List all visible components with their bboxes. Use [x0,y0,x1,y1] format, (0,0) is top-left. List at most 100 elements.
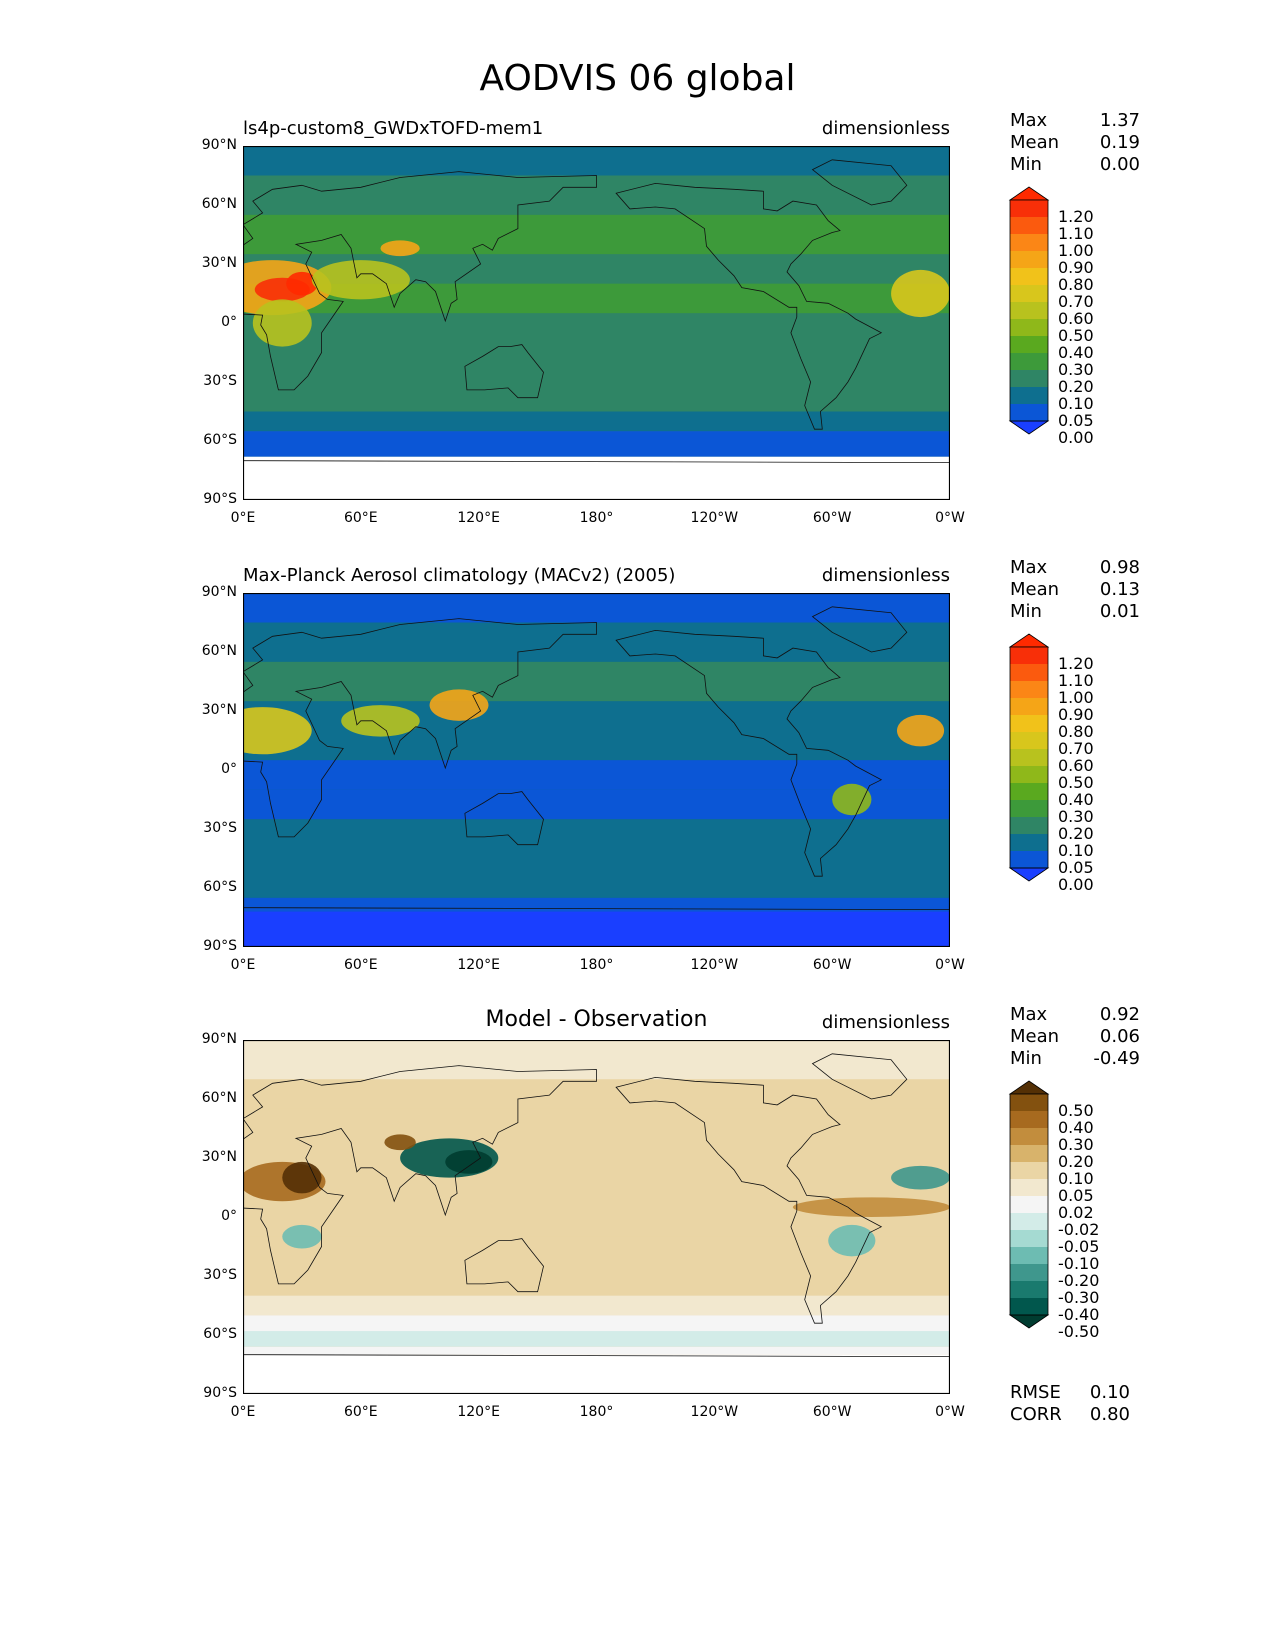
y-tick-label: 90°S [203,1385,237,1401]
stats-block: Max 1.37 Mean 0.19 Min 0.00 [1010,110,1140,176]
colorbar-extend-max [1008,633,1050,648]
colorbar-segment [1010,732,1048,749]
x-tick-label: 0°E [230,510,256,526]
colorbar-tick-label: 1.00 [1058,241,1094,260]
stat-row: Max 1.37 [1010,110,1140,132]
colorbar-tick-label: -0.10 [1058,1254,1100,1273]
latitude-band [243,760,950,790]
colorbar-segment [1010,783,1048,800]
colorbar-tick-label: 0.30 [1058,1135,1094,1154]
x-tick-label: 60°E [343,510,378,526]
latitude-band [243,146,950,176]
coastline [464,791,544,846]
colorbar-tick-label: 0.40 [1058,1118,1094,1137]
latitude-band [243,1315,950,1335]
panel-title: Model - Observation [485,1007,708,1032]
colorbar [1008,186,1050,435]
aerosol-feature [832,783,872,816]
y-tick-label: 0° [221,1208,237,1224]
stat-value: 1.37 [1099,110,1140,131]
colorbar-segment [1010,1145,1048,1162]
stat-label: Min [1010,601,1042,622]
colorbar-frame [1009,646,1049,869]
y-tick-label: 30°S [203,373,237,389]
y-tick-label: 60°S [203,432,237,448]
colorbar-segment [1010,353,1048,370]
colorbar-segment [1010,851,1048,868]
aerosol-feature [252,299,312,347]
colorbar-tick-label: 0.40 [1058,343,1094,362]
aerosol-feature [380,240,420,257]
colorbar-segment [1010,387,1048,404]
stat-value: 0.00 [1099,154,1140,175]
map-frame [243,146,950,500]
x-tick-label: 0°W [935,510,965,526]
stat-row: Min 0.00 [1010,154,1140,176]
coastline [811,159,908,206]
stat-label: Max [1010,110,1048,131]
colorbar-segment [1010,404,1048,421]
colorbar-tick-label: 0.80 [1058,722,1094,741]
colorbar-segment [1010,268,1048,285]
metric-label: RMSE [1010,1382,1061,1403]
panel-title: ls4p-custom8_GWDxTOFD-mem1 [243,118,544,139]
colorbar-tick-label: 1.20 [1058,207,1094,226]
x-tick-label: 60°E [343,957,378,973]
colorbar-tick-label: 1.10 [1058,671,1094,690]
stat-row: Mean 0.19 [1010,132,1140,154]
y-tick-label: 0° [221,761,237,777]
coastline [243,1065,597,1285]
coastline [615,629,883,877]
y-tick-label: 30°S [203,1267,237,1283]
metric-row: RMSE 0.10 [1010,1382,1130,1404]
x-tick-label: 0°W [935,1404,965,1420]
colorbar-segment [1010,1179,1048,1196]
latitude-band [243,789,950,820]
colorbar-tick-label: 1.00 [1058,688,1094,707]
colorbar-segment [1010,1230,1048,1247]
colorbar-tick-label: 0.60 [1058,756,1094,775]
stats-block: Max 0.98 Mean 0.13 Min 0.01 [1010,557,1140,623]
stat-label: Mean [1010,579,1060,600]
coastline [243,618,597,838]
colorbar-extend-min [1008,420,1050,435]
stat-label: Mean [1010,132,1060,153]
x-tick-label: 180° [579,957,614,973]
units-label: dimensionless [821,1012,950,1033]
stat-row: Min -0.49 [1010,1048,1140,1070]
colorbar-segment [1010,1094,1048,1111]
colorbar-tick-label: 0.05 [1058,411,1094,430]
colorbar-tick-label: 1.10 [1058,224,1094,243]
aerosol-feature [429,689,489,721]
colorbar-tick-label: 0.10 [1058,394,1094,413]
colorbar-tick-label: 0.10 [1058,1169,1094,1188]
y-tick-label: 30°N [201,1149,237,1165]
x-tick-label: 180° [579,1404,614,1420]
stat-row: Max 0.98 [1010,557,1140,579]
aerosol-feature [445,1150,493,1174]
colorbar [1008,633,1050,882]
latitude-band [243,593,950,623]
colorbar-tick-label: 0.02 [1058,1203,1094,1222]
colorbar-segment [1010,302,1048,319]
map-frame [243,1040,950,1394]
x-tick-label: 60°W [812,1404,852,1420]
colorbar-tick-label: 0.50 [1058,326,1094,345]
colorbar-segment [1010,1281,1048,1298]
colorbar-segment [1010,1247,1048,1264]
stat-label: Mean [1010,1026,1060,1047]
coastline [615,182,883,430]
stat-label: Min [1010,154,1042,175]
latitude-band [243,911,950,947]
latitude-band [243,1331,950,1347]
aerosol-feature [282,1224,322,1249]
colorbar-extend-max [1008,186,1050,201]
x-tick-label: 60°W [812,510,852,526]
colorbar-segment [1010,1162,1048,1179]
colorbar-tick-label: 0.40 [1058,790,1094,809]
aerosol-feature [311,260,410,300]
colorbar-tick-label: 0.70 [1058,292,1094,311]
colorbar-frame [1009,1093,1049,1316]
stat-value: 0.92 [1099,1004,1140,1025]
aerosol-feature [828,1224,876,1257]
